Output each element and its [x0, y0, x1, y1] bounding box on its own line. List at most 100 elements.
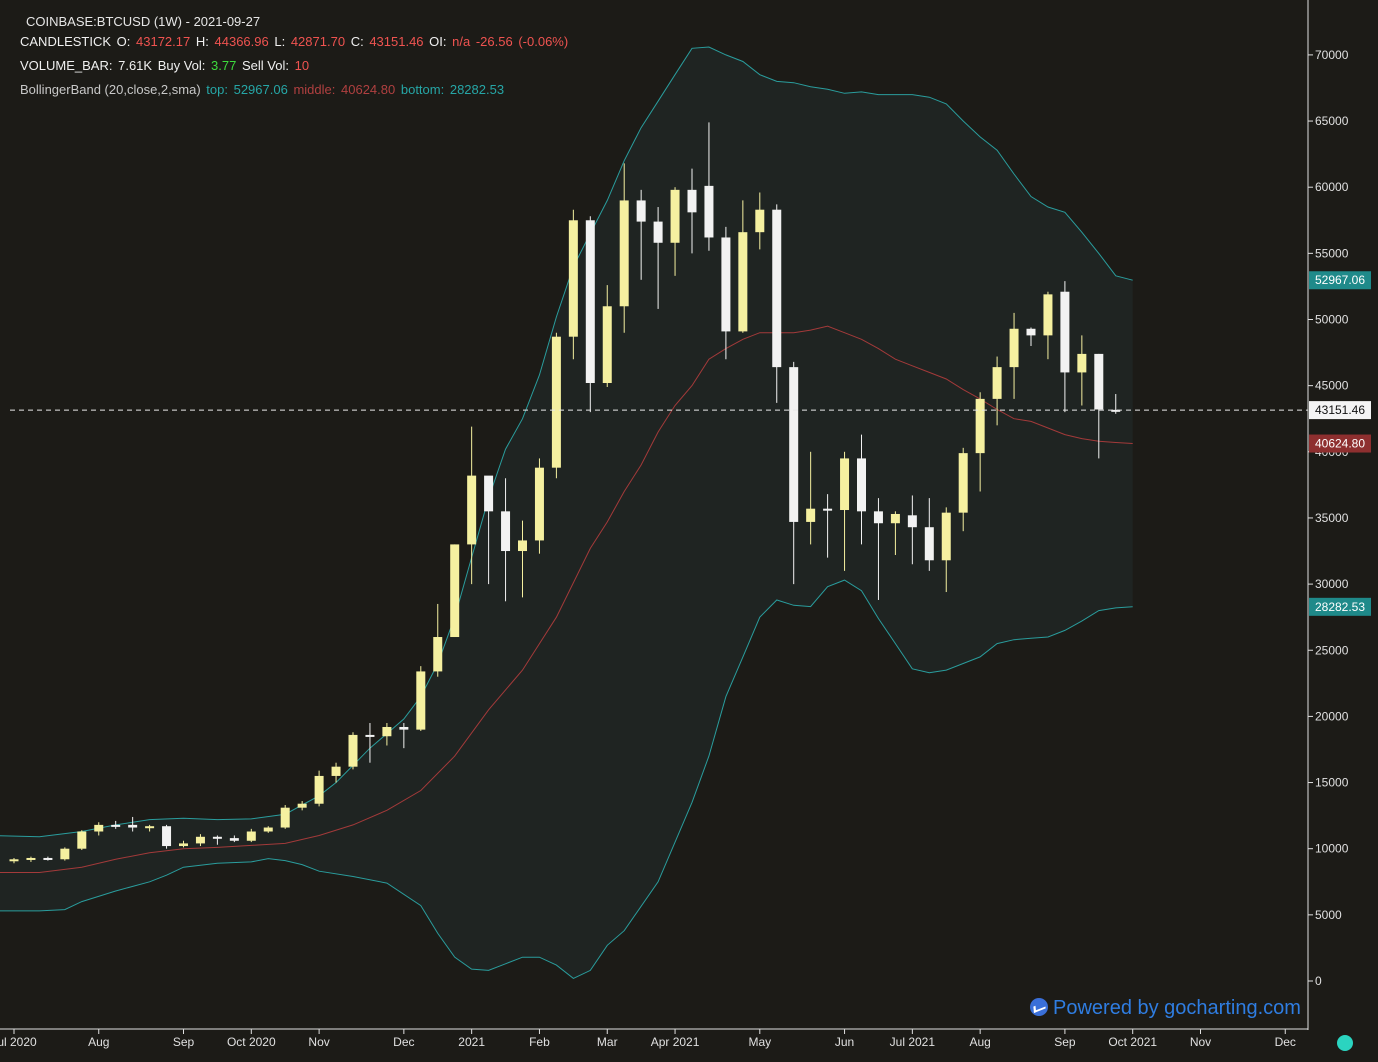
- candle-body: [873, 511, 883, 524]
- y-tick-label: 15000: [1315, 776, 1349, 790]
- candle-body: [484, 475, 494, 512]
- bollinger-middle-price-tag-bg: [1309, 434, 1371, 453]
- bollinger-top-value: 52967.06: [233, 82, 288, 97]
- candle-body: [992, 367, 1002, 399]
- x-tick-label: Mar: [597, 1035, 618, 1049]
- candle-body: [772, 209, 782, 368]
- oi-value: n/a: [452, 34, 471, 49]
- candle-body: [975, 398, 985, 454]
- x-tick-label: Sep: [1054, 1035, 1076, 1049]
- candle-body: [229, 838, 239, 841]
- bollinger-middle-line: [0, 325, 1133, 873]
- bollinger-bottom-label: bottom:: [400, 82, 445, 97]
- candle-body: [687, 189, 697, 213]
- candle-body: [704, 185, 714, 238]
- powered-by-link[interactable]: Powered by gocharting.com: [1030, 997, 1301, 1020]
- open-label: O:: [116, 34, 131, 49]
- chart-title: COINBASE:BTCUSD (1W) - 2021-09-27: [26, 14, 261, 29]
- candle-body: [789, 367, 799, 522]
- connection-status-icon: [1337, 1035, 1353, 1051]
- volume-label: VOLUME_BAR:: [20, 58, 113, 73]
- candlestick-label: CANDLESTICK: [20, 34, 112, 49]
- bollinger-top-price-tag: 52967.06: [1315, 273, 1365, 287]
- change-value: -26.56: [475, 34, 513, 49]
- bollinger-top-line: [0, 46, 1133, 838]
- candle-body: [941, 512, 951, 561]
- candle-body: [840, 458, 850, 511]
- y-tick-label: 65000: [1315, 114, 1349, 128]
- candle-body: [721, 237, 731, 332]
- candle-body: [246, 831, 256, 841]
- bollinger-band-fill: [0, 47, 1133, 979]
- candle-body: [534, 467, 544, 541]
- candle-body: [365, 734, 375, 737]
- open-value: 43172.17: [136, 34, 191, 49]
- x-tick-label: 2021: [458, 1035, 485, 1049]
- powered-by-text: Powered by gocharting.com: [1053, 997, 1301, 1019]
- candle-body: [501, 511, 511, 552]
- candle-body: [297, 803, 307, 808]
- gocharting-logo-icon: [1030, 998, 1048, 1016]
- candle-body: [212, 836, 222, 839]
- y-tick-label: 25000: [1315, 643, 1349, 657]
- x-tick-label: Nov: [1190, 1035, 1211, 1049]
- low-label: L:: [274, 34, 286, 49]
- candle-body: [111, 824, 121, 827]
- bollinger-top-price-tag-bg: [1309, 271, 1371, 290]
- y-tick-label: 5000: [1315, 908, 1342, 922]
- candle-body: [602, 306, 612, 384]
- candle-body: [551, 336, 561, 468]
- candle-body: [924, 527, 934, 561]
- last-price-tag-bg: [1309, 401, 1371, 420]
- candle-body: [857, 458, 866, 512]
- candle-body: [670, 189, 680, 243]
- bollinger-middle-value: 40624.80: [341, 82, 396, 97]
- candle-body: [585, 220, 595, 384]
- candle-body: [1077, 353, 1087, 373]
- volume-legend: VOLUME_BAR: 7.61K Buy Vol: 3.77 Sell Vol…: [20, 58, 311, 73]
- last-price-tag: 43151.46: [1315, 403, 1365, 417]
- x-tick-label: Sep: [173, 1035, 195, 1049]
- y-tick-label: 20000: [1315, 709, 1349, 723]
- bollinger-middle-label: middle:: [293, 82, 336, 97]
- bollinger-legend: BollingerBand (20,close,2,sma) top: 5296…: [20, 82, 506, 97]
- close-value: 43151.46: [369, 34, 424, 49]
- bollinger-bottom-line: [0, 579, 1133, 979]
- candle-body: [806, 508, 816, 522]
- candle-body: [94, 824, 104, 832]
- candle-body: [433, 637, 443, 672]
- bollinger-bottom-price-tag-bg: [1309, 597, 1371, 616]
- x-tick-label: Oct 2021: [1108, 1035, 1157, 1049]
- bollinger-label: BollingerBand (20,close,2,sma): [20, 82, 201, 97]
- bollinger-middle-price-tag: 40624.80: [1315, 437, 1365, 451]
- x-tick-label: Oct 2020: [227, 1035, 276, 1049]
- x-tick-label: Jul 2020: [0, 1035, 37, 1049]
- candle-body: [518, 540, 527, 552]
- candle-body: [738, 232, 748, 332]
- candle-body: [399, 726, 409, 730]
- candle-body: [1009, 328, 1019, 368]
- y-tick-label: 60000: [1315, 180, 1349, 194]
- candle-body: [619, 200, 629, 307]
- y-tick-label: 55000: [1315, 246, 1349, 260]
- candle-body: [823, 508, 833, 511]
- candle-body: [382, 726, 392, 737]
- candle-body: [653, 221, 663, 243]
- low-value: 42871.70: [290, 34, 346, 49]
- high-value: 44366.96: [214, 34, 269, 49]
- candle-body: [890, 513, 900, 524]
- candle-body: [568, 220, 578, 337]
- candle-body: [1111, 409, 1121, 412]
- candle-body: [128, 824, 138, 828]
- candle-body: [263, 827, 273, 832]
- candle-body: [26, 857, 36, 860]
- candle-body: [162, 826, 172, 847]
- sell-vol-value: 10: [294, 58, 310, 73]
- buy-vol-label: Buy Vol:: [157, 58, 206, 73]
- candle-body: [145, 826, 155, 829]
- candle-body: [43, 857, 53, 860]
- change-percent: (-0.06%): [518, 34, 569, 49]
- candle-body: [195, 836, 205, 844]
- candle-body: [1043, 294, 1053, 336]
